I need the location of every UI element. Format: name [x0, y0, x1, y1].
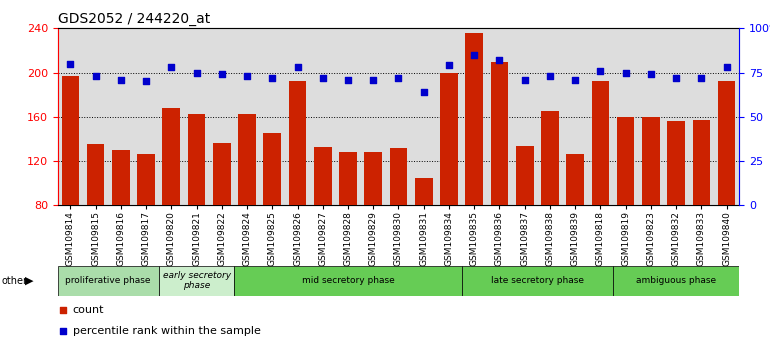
Bar — [234, 266, 461, 296]
Bar — [588, 28, 613, 205]
Bar — [664, 28, 688, 205]
Bar — [437, 28, 461, 205]
Point — [468, 52, 480, 58]
Bar — [718, 81, 735, 205]
Bar — [109, 28, 133, 205]
Bar — [461, 28, 487, 205]
Text: mid secretory phase: mid secretory phase — [302, 276, 394, 285]
Bar — [58, 28, 83, 205]
Point — [165, 64, 177, 70]
Point — [494, 57, 506, 63]
Bar — [512, 28, 537, 205]
Bar — [461, 266, 613, 296]
Bar — [714, 28, 739, 205]
Text: other: other — [2, 275, 28, 286]
Bar — [137, 154, 155, 205]
Point — [140, 79, 152, 84]
Point — [443, 63, 455, 68]
Bar — [133, 28, 159, 205]
Point — [442, 28, 454, 34]
Bar — [487, 28, 512, 205]
Text: count: count — [72, 305, 104, 315]
Bar — [537, 28, 563, 205]
Bar — [310, 28, 336, 205]
Text: percentile rank within the sample: percentile rank within the sample — [72, 326, 260, 336]
Bar — [688, 28, 714, 205]
Point — [695, 75, 708, 81]
Bar — [364, 152, 382, 205]
Bar — [238, 114, 256, 205]
Bar — [415, 178, 433, 205]
Bar — [259, 28, 285, 205]
Bar — [83, 28, 109, 205]
Bar — [184, 28, 209, 205]
Text: GDS2052 / 244220_at: GDS2052 / 244220_at — [58, 12, 210, 26]
Point — [266, 75, 279, 81]
Bar — [289, 81, 306, 205]
Point — [392, 75, 404, 81]
Text: ambiguous phase: ambiguous phase — [636, 276, 716, 285]
Point — [644, 72, 657, 77]
Point — [115, 77, 127, 82]
Bar — [638, 28, 664, 205]
Point — [417, 89, 430, 95]
Point — [367, 77, 380, 82]
Point — [544, 73, 556, 79]
Bar — [162, 108, 180, 205]
Bar — [668, 121, 685, 205]
Bar — [209, 28, 234, 205]
Bar — [336, 28, 360, 205]
Bar — [360, 28, 386, 205]
Bar — [58, 266, 159, 296]
Bar — [87, 144, 105, 205]
Bar — [234, 28, 259, 205]
Point — [442, 221, 454, 227]
Text: early secretory
phase: early secretory phase — [162, 271, 231, 290]
Bar — [541, 111, 559, 205]
Bar — [314, 147, 332, 205]
Text: ▶: ▶ — [25, 275, 34, 286]
Point — [342, 77, 354, 82]
Bar — [465, 33, 483, 205]
Bar — [386, 28, 411, 205]
Point — [721, 64, 733, 70]
Bar — [490, 62, 508, 205]
Bar — [440, 73, 458, 205]
Point — [216, 72, 228, 77]
Point — [316, 75, 329, 81]
Bar — [159, 266, 234, 296]
Bar — [390, 148, 407, 205]
Bar — [516, 145, 534, 205]
Bar — [591, 81, 609, 205]
Bar — [411, 28, 437, 205]
Bar — [563, 28, 588, 205]
Bar — [642, 117, 660, 205]
Point — [64, 61, 76, 67]
Bar — [339, 152, 357, 205]
Point — [594, 68, 607, 74]
Point — [518, 77, 531, 82]
Bar — [188, 114, 206, 205]
Point — [89, 73, 102, 79]
Bar — [62, 76, 79, 205]
Text: proliferative phase: proliferative phase — [65, 276, 151, 285]
Bar — [112, 150, 129, 205]
Bar — [285, 28, 310, 205]
Text: late secretory phase: late secretory phase — [490, 276, 584, 285]
Bar — [566, 154, 584, 205]
Bar — [692, 120, 710, 205]
Point — [291, 64, 303, 70]
Bar — [613, 28, 638, 205]
Point — [190, 70, 203, 75]
Point — [241, 73, 253, 79]
Bar — [613, 266, 739, 296]
Bar — [159, 28, 184, 205]
Bar — [263, 133, 281, 205]
Bar — [617, 117, 634, 205]
Point — [569, 77, 581, 82]
Point — [670, 75, 682, 81]
Point — [619, 70, 631, 75]
Bar — [213, 143, 231, 205]
